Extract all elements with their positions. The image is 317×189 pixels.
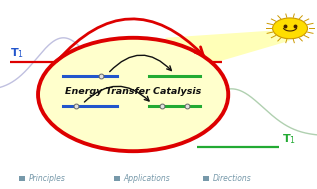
Polygon shape (165, 30, 290, 66)
Text: Energy Transfer Catalysis: Energy Transfer Catalysis (65, 87, 201, 96)
Text: T$_1$: T$_1$ (10, 47, 23, 60)
Text: Directions: Directions (212, 174, 251, 183)
Text: Principles: Principles (29, 174, 65, 183)
Text: T$_1$: T$_1$ (282, 132, 296, 146)
Bar (19, 176, 25, 181)
Bar (114, 176, 120, 181)
Circle shape (273, 18, 307, 39)
Text: Applications: Applications (124, 174, 170, 183)
Bar (203, 176, 209, 181)
Circle shape (38, 38, 228, 151)
